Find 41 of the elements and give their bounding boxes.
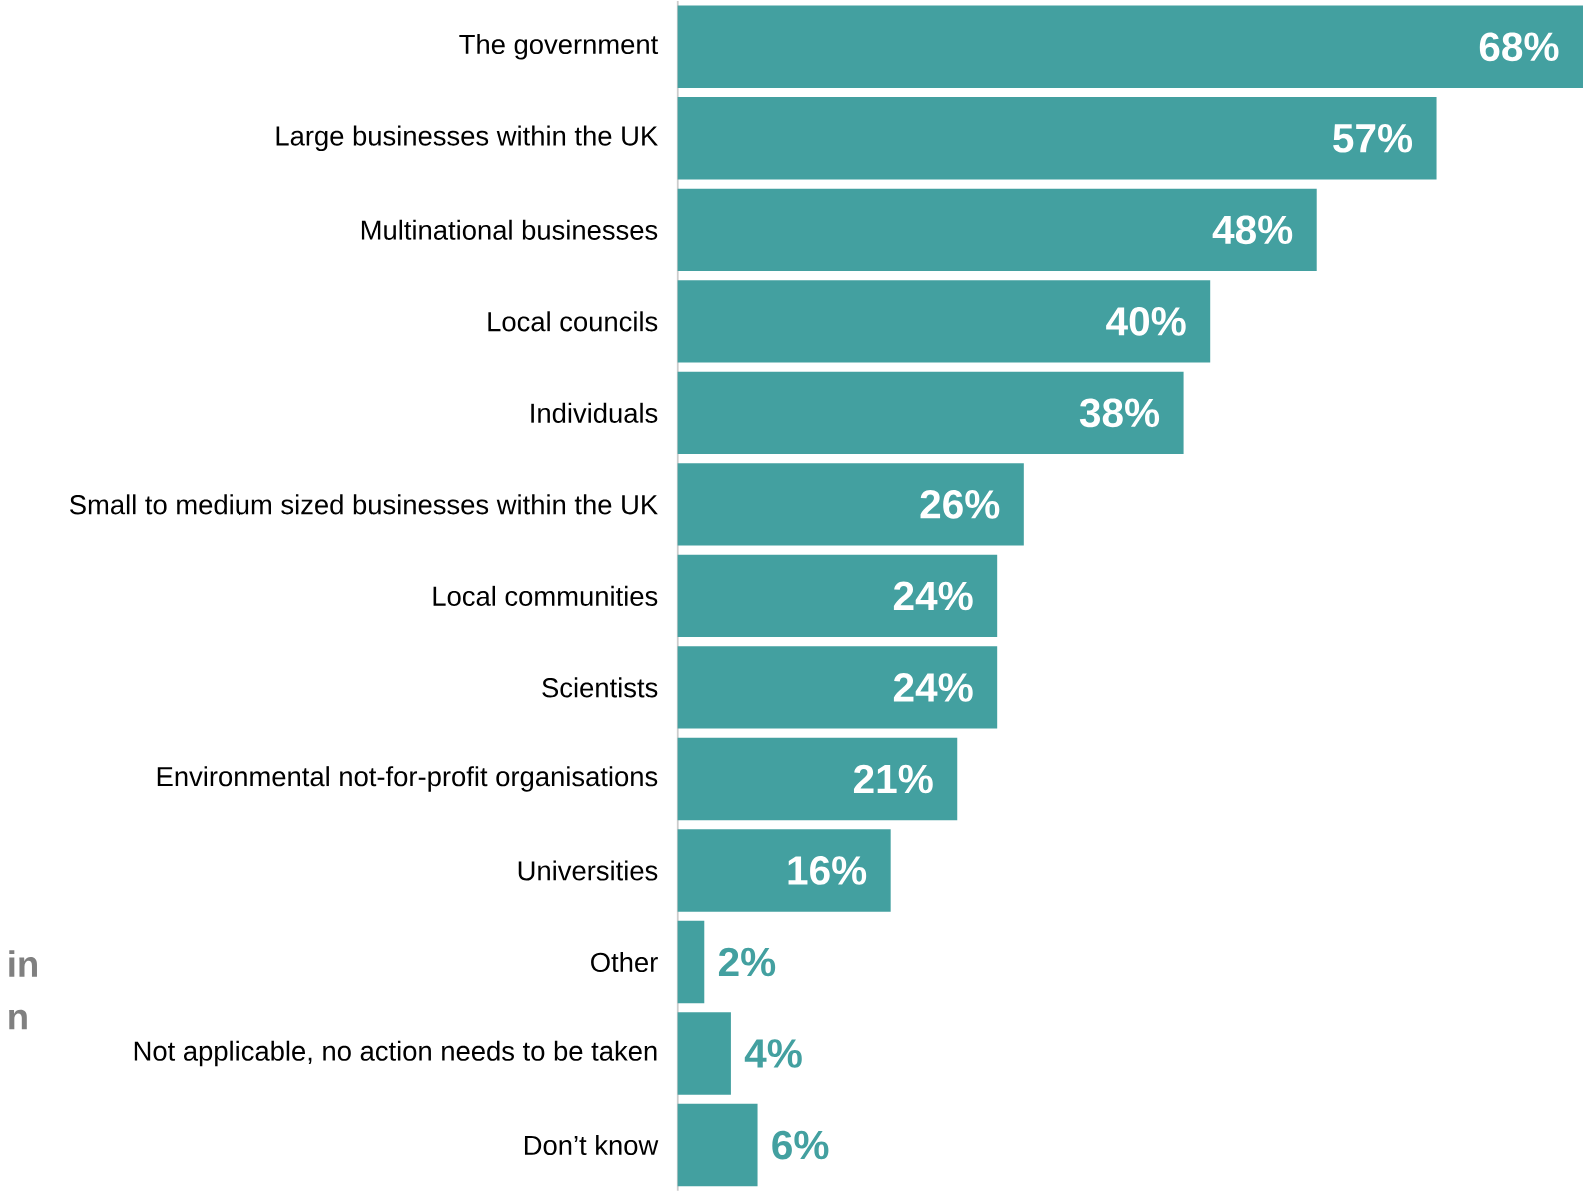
bar xyxy=(677,188,1317,272)
data-label: 57% xyxy=(1333,124,1413,153)
data-label: 38% xyxy=(1079,398,1160,428)
data-label: 68% xyxy=(1479,32,1559,62)
data-label: 26% xyxy=(920,490,1000,519)
y-tick-label: Local communities xyxy=(433,585,658,607)
data-label: 40% xyxy=(1106,307,1186,336)
y-tick-label: Scientists xyxy=(542,677,658,698)
y-tick-label: Universities xyxy=(518,860,658,881)
bar xyxy=(677,5,1583,89)
y-tick-label: Don’t know xyxy=(524,1135,659,1156)
data-label: 21% xyxy=(853,764,933,794)
bar xyxy=(677,371,1184,455)
data-label: 24% xyxy=(893,581,973,611)
y-tick-label: The government xyxy=(459,34,659,60)
bar xyxy=(677,97,1437,180)
data-label: 24% xyxy=(893,673,973,702)
y-tick-label: Environmental not-for-profit organisations xyxy=(157,766,658,792)
y-tick-label: Multinational businesses xyxy=(361,219,658,240)
bar xyxy=(677,646,998,729)
bar xyxy=(677,737,958,821)
data-label: 48% xyxy=(1212,215,1293,245)
y-tick-label: Large businesses within the UK xyxy=(276,125,658,152)
y-tick-label: Not applicable, no action needs to be taken xyxy=(134,1040,657,1067)
data-label: 4% xyxy=(744,1039,802,1068)
y-tick-label: Individuals xyxy=(531,402,658,424)
text: n xyxy=(9,1009,27,1030)
y-tick-label: Local councils xyxy=(488,311,658,332)
bar xyxy=(677,1012,731,1095)
bar xyxy=(677,554,998,638)
bar xyxy=(677,829,891,912)
data-label: 16% xyxy=(788,856,867,885)
text: in xyxy=(9,950,37,977)
y-tick-label: Small to medium sized businesses within the UK xyxy=(69,494,658,515)
data-label: 2% xyxy=(718,947,776,977)
bar xyxy=(677,463,1024,546)
y-tick-label: Other xyxy=(591,952,658,973)
bar xyxy=(677,280,1211,363)
bar xyxy=(677,1103,758,1187)
bar xyxy=(677,920,705,1004)
data-label: 6% xyxy=(772,1130,829,1160)
